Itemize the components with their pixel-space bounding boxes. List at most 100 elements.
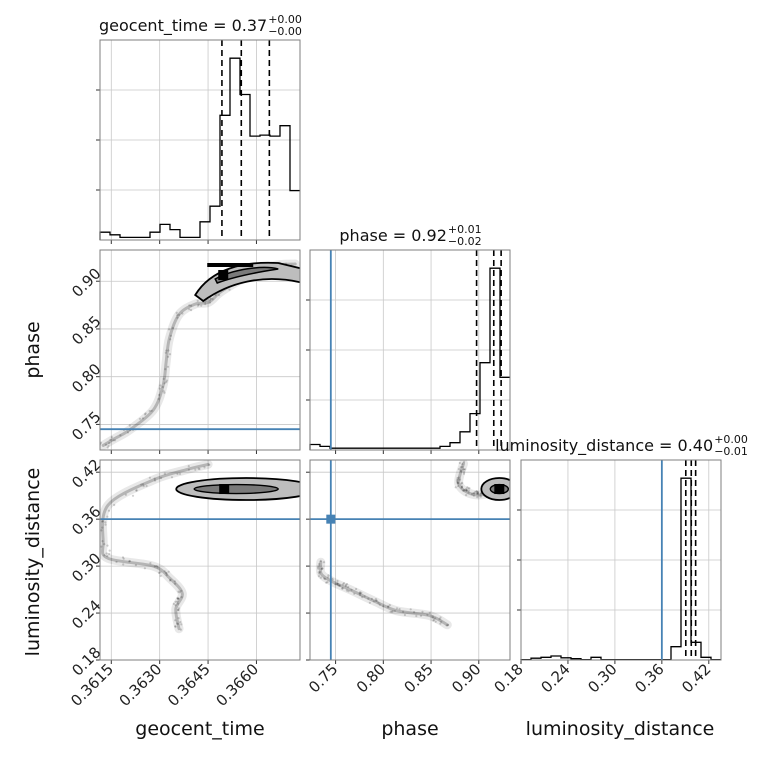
- sample-point-geocent-time-vs-luminosity-distance: [105, 552, 108, 555]
- sample-point-geocent-time-vs-luminosity-distance: [155, 565, 158, 568]
- sample-point-phase-vs-luminosity-distance: [457, 485, 460, 488]
- sample-point-phase-vs-luminosity-distance: [476, 493, 479, 496]
- sample-point-phase-vs-luminosity-distance: [323, 577, 326, 580]
- sample-point-geocent-time-vs-luminosity-distance: [149, 562, 152, 565]
- sample-point-geocent-time-vs-luminosity-distance: [113, 503, 116, 507]
- truth-marker-phase-vs-luminosity-distance: [326, 514, 336, 524]
- sample-point-geocent-time-vs-phase: [109, 438, 112, 441]
- sample-point-geocent-time-vs-luminosity-distance: [163, 570, 166, 573]
- sample-point-phase-vs-luminosity-distance: [467, 491, 470, 494]
- sample-point-phase-vs-luminosity-distance: [462, 468, 465, 471]
- sample-point-geocent-time-vs-phase: [200, 304, 203, 307]
- sample-point-phase-vs-luminosity-distance: [359, 594, 362, 597]
- sample-point-phase-vs-luminosity-distance: [460, 482, 463, 485]
- sample-point-geocent-time-vs-phase: [211, 298, 214, 301]
- sample-point-phase-vs-luminosity-distance: [324, 578, 327, 581]
- sample-point-phase-vs-luminosity-distance: [334, 583, 337, 586]
- sample-point-phase-vs-luminosity-distance: [421, 610, 424, 613]
- sample-point-phase-vs-luminosity-distance: [465, 494, 468, 497]
- sample-point-phase-vs-luminosity-distance: [318, 572, 321, 575]
- sample-point-phase-vs-luminosity-distance: [319, 559, 322, 563]
- sample-point-geocent-time-vs-luminosity-distance: [177, 607, 181, 610]
- sample-point-phase-vs-luminosity-distance: [321, 567, 324, 570]
- sample-point-geocent-time-vs-luminosity-distance: [174, 600, 177, 603]
- sample-point-phase-vs-luminosity-distance: [465, 489, 468, 492]
- sample-point-phase-vs-luminosity-distance: [463, 488, 466, 491]
- sample-point-geocent-time-vs-luminosity-distance: [115, 560, 118, 564]
- sample-point-geocent-time-vs-phase: [178, 313, 181, 316]
- sample-point-geocent-time-vs-luminosity-distance: [153, 479, 157, 482]
- sample-point-phase-vs-luminosity-distance: [419, 614, 423, 617]
- sample-point-geocent-time-vs-luminosity-distance: [176, 600, 179, 603]
- sample-point-phase-vs-luminosity-distance: [360, 591, 363, 595]
- sample-point-phase-vs-luminosity-distance: [317, 571, 320, 574]
- sample-point-phase-vs-luminosity-distance: [413, 611, 416, 614]
- sample-point-phase-vs-luminosity-distance: [476, 491, 479, 494]
- panel-title-geocent-time: geocent_time = 0.37 +0.00−0.00: [99, 13, 302, 38]
- sample-point-phase-vs-luminosity-distance: [363, 595, 366, 598]
- sample-point-phase-vs-luminosity-distance: [463, 489, 466, 492]
- sample-point-geocent-time-vs-luminosity-distance: [101, 526, 104, 529]
- sample-point-geocent-time-vs-phase: [100, 441, 103, 444]
- sample-point-phase-vs-luminosity-distance: [325, 581, 328, 584]
- sample-point-geocent-time-vs-luminosity-distance: [100, 545, 103, 548]
- sample-point-phase-vs-luminosity-distance: [460, 485, 464, 488]
- sample-point-geocent-time-vs-luminosity-distance: [108, 549, 111, 552]
- sample-point-geocent-time-vs-luminosity-distance: [176, 602, 180, 605]
- sample-point-geocent-time-vs-luminosity-distance: [177, 608, 180, 612]
- sample-point-geocent-time-vs-luminosity-distance: [101, 540, 104, 543]
- sample-point-phase-vs-luminosity-distance: [476, 490, 479, 494]
- sample-point-geocent-time-vs-luminosity-distance: [163, 472, 166, 475]
- sample-point-phase-vs-luminosity-distance: [398, 608, 401, 611]
- sample-point-phase-vs-luminosity-distance: [341, 583, 345, 586]
- sample-point-geocent-time-vs-luminosity-distance: [177, 597, 180, 600]
- sample-point-phase-vs-luminosity-distance: [391, 610, 394, 613]
- sample-point-geocent-time-vs-luminosity-distance: [178, 472, 182, 475]
- sample-point-phase-vs-luminosity-distance: [359, 592, 362, 595]
- sample-point-phase-vs-luminosity-distance: [464, 468, 467, 471]
- sample-point-geocent-time-vs-luminosity-distance: [180, 623, 183, 626]
- sample-point-geocent-time-vs-luminosity-distance: [158, 571, 161, 575]
- title-main-luminosity-distance: luminosity_distance = 0.40: [495, 436, 713, 456]
- sample-point-geocent-time-vs-phase: [214, 294, 217, 297]
- sample-point-geocent-time-vs-luminosity-distance: [194, 468, 197, 471]
- sample-point-geocent-time-vs-luminosity-distance: [174, 625, 177, 628]
- sample-point-geocent-time-vs-luminosity-distance: [165, 572, 168, 575]
- sample-density-core-geocent-time-vs-luminosity-distance: [101, 462, 210, 631]
- sample-point-phase-vs-luminosity-distance: [475, 490, 478, 493]
- sample-point-geocent-time-vs-luminosity-distance: [174, 604, 177, 607]
- sample-point-geocent-time-vs-luminosity-distance: [179, 621, 182, 624]
- sample-point-phase-vs-luminosity-distance: [463, 460, 466, 463]
- sample-point-phase-vs-luminosity-distance: [457, 482, 460, 485]
- sample-point-phase-vs-luminosity-distance: [320, 568, 323, 571]
- sample-point-geocent-time-vs-phase: [158, 393, 161, 396]
- sample-point-phase-vs-luminosity-distance: [479, 495, 482, 498]
- sample-point-phase-vs-luminosity-distance: [326, 581, 329, 584]
- panel-title-phase: phase = 0.92 +0.01−0.02: [339, 223, 481, 248]
- sample-point-phase-vs-luminosity-distance: [438, 618, 441, 621]
- y-tick-label-luminosity-distance: 0.36: [68, 502, 104, 538]
- sample-point-geocent-time-vs-phase: [171, 326, 174, 329]
- sample-point-phase-vs-luminosity-distance: [476, 496, 479, 499]
- sample-point-geocent-time-vs-luminosity-distance: [174, 582, 177, 585]
- sample-point-geocent-time-vs-phase: [162, 390, 165, 393]
- title-sup-phase: +0.01: [448, 223, 482, 236]
- sample-point-phase-vs-luminosity-distance: [402, 610, 405, 613]
- sample-point-phase-vs-luminosity-distance: [433, 618, 436, 622]
- sample-point-geocent-time-vs-luminosity-distance: [180, 596, 183, 599]
- x-tick-label-luminosity-distance: 0.36: [631, 660, 667, 696]
- sample-point-geocent-time-vs-phase: [204, 300, 207, 303]
- sample-point-geocent-time-vs-luminosity-distance: [167, 570, 170, 573]
- sample-point-phase-vs-luminosity-distance: [350, 588, 353, 591]
- sample-point-phase-vs-luminosity-distance: [447, 623, 450, 627]
- sample-point-phase-vs-luminosity-distance: [461, 463, 464, 466]
- sample-point-geocent-time-vs-phase: [163, 391, 166, 394]
- sample-point-geocent-time-vs-luminosity-distance: [104, 523, 107, 526]
- sample-point-phase-vs-luminosity-distance: [359, 591, 362, 594]
- sample-point-phase-vs-luminosity-distance: [374, 599, 377, 603]
- sample-point-geocent-time-vs-luminosity-distance: [145, 484, 148, 488]
- axes-frame-luminosity-distance: [520, 459, 722, 661]
- contour-inner-geocent-time-vs-phase: [214, 266, 279, 284]
- title-sub-phase: −0.02: [448, 235, 482, 248]
- sample-point-phase-vs-luminosity-distance: [353, 592, 356, 595]
